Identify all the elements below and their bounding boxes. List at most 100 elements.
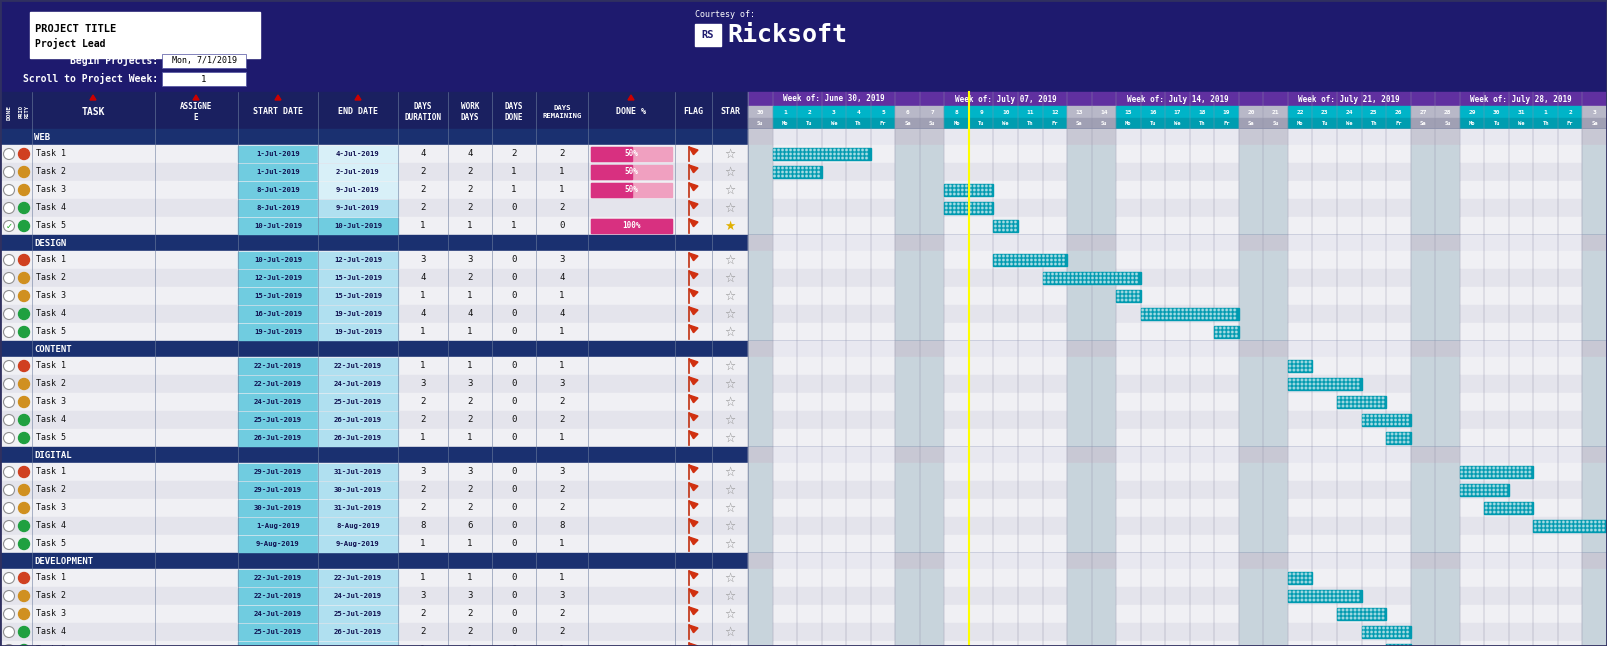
Text: 1-Jul-2019: 1-Jul-2019: [256, 169, 301, 175]
Bar: [1141, 553, 1165, 569]
Bar: [797, 429, 821, 447]
Bar: [1459, 341, 1485, 357]
Circle shape: [866, 149, 868, 151]
Circle shape: [1583, 521, 1585, 523]
Circle shape: [1006, 221, 1008, 223]
Bar: [919, 623, 945, 641]
Circle shape: [1350, 397, 1351, 399]
Polygon shape: [689, 289, 697, 297]
Bar: [919, 447, 945, 463]
Text: We: We: [831, 121, 837, 126]
Circle shape: [1395, 437, 1396, 439]
Circle shape: [1014, 229, 1016, 231]
Bar: [1239, 569, 1263, 587]
Circle shape: [1339, 609, 1340, 611]
Circle shape: [1215, 335, 1216, 337]
Circle shape: [3, 397, 14, 408]
Bar: [1313, 623, 1337, 641]
Bar: [1141, 129, 1165, 145]
Circle shape: [19, 326, 29, 337]
Bar: [238, 606, 318, 622]
Circle shape: [1342, 405, 1343, 407]
Bar: [1313, 145, 1337, 163]
Bar: [1387, 199, 1411, 217]
Circle shape: [1302, 577, 1303, 579]
Circle shape: [1586, 525, 1588, 527]
Bar: [945, 641, 969, 646]
Circle shape: [797, 175, 799, 177]
Bar: [993, 287, 1017, 305]
Circle shape: [1546, 521, 1548, 523]
Circle shape: [1294, 573, 1295, 575]
Circle shape: [969, 207, 971, 209]
Bar: [318, 624, 399, 640]
Circle shape: [1294, 577, 1295, 579]
Circle shape: [1302, 595, 1303, 597]
Bar: [871, 217, 895, 235]
Circle shape: [1056, 281, 1057, 283]
Bar: [1459, 181, 1485, 199]
Circle shape: [1477, 471, 1478, 473]
Bar: [1313, 569, 1337, 587]
Bar: [1583, 118, 1607, 129]
Text: START DATE: START DATE: [252, 107, 304, 116]
Circle shape: [1294, 365, 1295, 367]
Bar: [847, 375, 871, 393]
Bar: [1017, 569, 1043, 587]
Bar: [1387, 106, 1411, 118]
Bar: [1411, 535, 1435, 553]
Circle shape: [1512, 467, 1515, 469]
Circle shape: [1366, 627, 1369, 629]
Bar: [1165, 535, 1189, 553]
Polygon shape: [628, 95, 635, 100]
Circle shape: [1366, 415, 1369, 417]
Bar: [1239, 553, 1263, 569]
Bar: [0, 499, 747, 517]
Bar: [1361, 623, 1387, 641]
Circle shape: [781, 167, 784, 169]
Text: 2: 2: [468, 273, 472, 282]
Bar: [1091, 553, 1117, 569]
Bar: [1141, 463, 1165, 481]
Circle shape: [1530, 507, 1531, 509]
Bar: [993, 199, 1017, 217]
Circle shape: [977, 193, 979, 195]
Bar: [1435, 341, 1459, 357]
Text: 0: 0: [511, 468, 517, 477]
Text: Task 2: Task 2: [35, 592, 66, 601]
Bar: [1165, 375, 1189, 393]
Bar: [1215, 181, 1239, 199]
Circle shape: [1496, 471, 1499, 473]
Bar: [919, 251, 945, 269]
Bar: [0, 251, 747, 269]
Bar: [1017, 393, 1043, 411]
Circle shape: [1353, 591, 1355, 593]
Bar: [1141, 118, 1165, 129]
Circle shape: [3, 220, 14, 231]
Circle shape: [1321, 599, 1323, 601]
Bar: [1459, 199, 1485, 217]
Polygon shape: [689, 431, 697, 439]
Bar: [969, 623, 993, 641]
Circle shape: [1215, 331, 1216, 333]
Circle shape: [1117, 299, 1118, 301]
Circle shape: [781, 153, 784, 155]
Bar: [1411, 357, 1435, 375]
Bar: [847, 569, 871, 587]
Bar: [1017, 217, 1043, 235]
Circle shape: [1115, 273, 1117, 275]
Circle shape: [1485, 485, 1486, 487]
Circle shape: [974, 189, 975, 191]
Bar: [1557, 269, 1583, 287]
Circle shape: [1395, 645, 1396, 646]
Bar: [1091, 217, 1117, 235]
Bar: [871, 447, 895, 463]
Text: 22-Jul-2019: 22-Jul-2019: [254, 575, 302, 581]
Bar: [919, 393, 945, 411]
Bar: [1017, 429, 1043, 447]
Circle shape: [1112, 277, 1114, 279]
Bar: [1287, 517, 1313, 535]
Text: Week of: July 28, 2019: Week of: July 28, 2019: [1470, 94, 1572, 103]
Bar: [1239, 181, 1263, 199]
Bar: [1337, 481, 1361, 499]
